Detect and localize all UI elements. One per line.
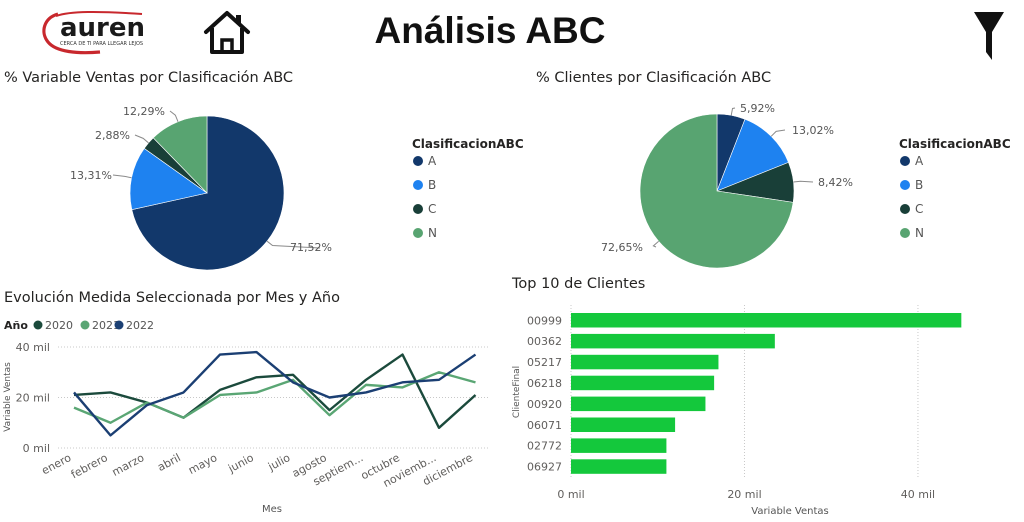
bar-xtick: 20 mil <box>727 488 761 501</box>
bar-05217 <box>571 354 719 370</box>
pie-clientes-leader-n <box>652 240 659 248</box>
pie-ventas-slice-n <box>152 115 208 194</box>
line-legend-marker-2021 <box>80 320 90 330</box>
line-chart: Año 2020 2021 2022 0 mil 20 mil 40 milVariable… <box>3 319 490 515</box>
bar-chart: 0 mil 20 mil 40 mil Variable Ventas ClienteF… <box>512 305 962 517</box>
pie-ventas-chart: 71,52% 13,31% 2,88% 12,29% ClasificacionABC A… <box>70 105 524 271</box>
pie-clientes-legend-item-c: C <box>915 202 923 216</box>
bar-00920 <box>571 396 706 412</box>
pie-ventas-legend-item-c: C <box>428 202 436 216</box>
bar-category-label: 02772 <box>527 440 562 453</box>
pie-ventas-leader-b <box>112 174 132 179</box>
svg-text:auren: auren <box>60 13 145 43</box>
line-xtick: febrero <box>69 451 110 481</box>
line-legend-item-2021: 2021 <box>92 319 120 332</box>
pie-clientes-label-b: 13,02% <box>792 124 834 137</box>
line-legend-marker-2022 <box>114 320 124 330</box>
bar-category-label: 00920 <box>527 398 562 411</box>
bar-category-label: 06927 <box>527 461 562 474</box>
pie-clientes-title: % Clientes por Clasificación ABC <box>536 70 772 86</box>
bar-00999 <box>571 313 962 328</box>
bar-chart-title: Top 10 de Clientes <box>512 276 646 292</box>
bar-06218 <box>571 375 715 391</box>
pie-ventas-legend-item-b: B <box>428 178 436 192</box>
line-chart-title: Evolución Medida Seleccionada por Mes y … <box>4 290 340 306</box>
pie-ventas-legend-title: ClasificacionABC <box>412 137 524 151</box>
bar-category-label: 05217 <box>527 356 562 369</box>
pie-clientes-label-a: 5,92% <box>740 102 775 115</box>
pie-ventas-legend-marker-c <box>413 204 423 214</box>
line-xtick: junio <box>225 451 256 476</box>
line-xtick: abril <box>155 451 183 474</box>
line-series-2022 <box>73 350 477 437</box>
pie-clientes-legend-item-n: N <box>915 226 924 240</box>
pie-ventas-legend-item-a: A <box>428 154 437 168</box>
bar-category-label: 00362 <box>527 335 562 348</box>
pie-clientes-label-n: 72,65% <box>601 241 643 254</box>
pie-clientes-legend-marker-b <box>900 180 910 190</box>
filter-icon[interactable] <box>972 8 1006 62</box>
line-legend-marker-2020 <box>33 320 43 330</box>
pie-ventas-leader-n <box>169 110 179 122</box>
line-series-2021 <box>73 371 476 424</box>
pie-clientes-slice-n <box>639 113 794 269</box>
home-icon[interactable] <box>200 8 254 56</box>
line-legend-item-2022: 2022 <box>126 319 154 332</box>
line-xlabel: Mes <box>262 504 282 515</box>
pie-ventas-leader-a <box>266 240 321 249</box>
pie-ventas-label-b: 13,31% <box>70 169 112 182</box>
line-ytick: 40 mil <box>16 341 50 354</box>
bar-xtick: 40 mil <box>901 488 935 501</box>
pie-ventas-legend-item-n: N <box>428 226 437 240</box>
pie-ventas-slice-b <box>129 147 208 211</box>
pie-ventas-legend-marker-b <box>413 180 423 190</box>
pie-clientes-legend-item-a: A <box>915 154 924 168</box>
pie-clientes-leader-c <box>793 180 814 183</box>
pie-clientes-legend-item-b: B <box>915 178 923 192</box>
line-xtick: marzo <box>110 451 147 479</box>
pie-clientes-chart: 5,92% 13,02% 8,42% 72,65% ClasificacionABC AB… <box>601 102 1011 269</box>
bar-ylabel: ClienteFinal <box>512 366 522 418</box>
pie-ventas-label-a: 71,52% <box>290 241 332 254</box>
svg-text:CERCA DE TI PARA LLEGAR LEJOS: CERCA DE TI PARA LLEGAR LEJOS <box>60 41 143 47</box>
pie-ventas-legend-marker-a <box>413 156 423 166</box>
line-series-2020 <box>73 353 477 430</box>
pie-clientes-slice-b <box>716 118 789 192</box>
pie-ventas-label-c: 2,88% <box>95 129 130 142</box>
pie-ventas-slice-a <box>131 115 285 271</box>
bar-06927 <box>571 459 667 474</box>
line-ylabel: Variable Ventas <box>3 362 13 432</box>
line-legend-item-2020: 2020 <box>45 319 73 332</box>
bar-category-label: 06071 <box>527 419 562 432</box>
line-ytick: 0 mil <box>23 442 50 455</box>
bar-category-label: 00999 <box>527 314 562 327</box>
pie-ventas-leader-c <box>134 134 149 144</box>
pie-clientes-legend-marker-a <box>900 156 910 166</box>
page-title: Análisis ABC <box>374 10 606 51</box>
pie-ventas-title: % Variable Ventas por Clasificación ABC <box>4 70 294 86</box>
pie-clientes-legend-marker-n <box>900 228 910 238</box>
pie-ventas-legend-marker-n <box>413 228 423 238</box>
bar-02772 <box>571 438 667 453</box>
pie-clientes-legend-marker-c <box>900 204 910 214</box>
pie-clientes-leader-a <box>730 107 736 116</box>
bar-category-label: 06218 <box>527 377 562 390</box>
line-xtick: mayo <box>186 451 219 477</box>
line-xtick: julio <box>265 451 292 474</box>
auren-logo: auren CERCA DE TI PARA LLEGAR LEJOS <box>42 10 145 55</box>
bar-xlabel: Variable Ventas <box>751 506 828 517</box>
line-legend-title: Año <box>4 319 28 332</box>
pie-clientes-label-c: 8,42% <box>818 176 853 189</box>
bar-xtick: 0 mil <box>557 488 584 501</box>
pie-ventas-label-n: 12,29% <box>123 105 165 118</box>
line-xtick: enero <box>39 451 73 477</box>
bar-06071 <box>571 417 676 432</box>
pie-clientes-leader-b <box>770 129 786 137</box>
line-ytick: 20 mil <box>16 392 50 405</box>
bar-00362 <box>571 333 775 349</box>
pie-clientes-legend-title: ClasificacionABC <box>899 137 1011 151</box>
